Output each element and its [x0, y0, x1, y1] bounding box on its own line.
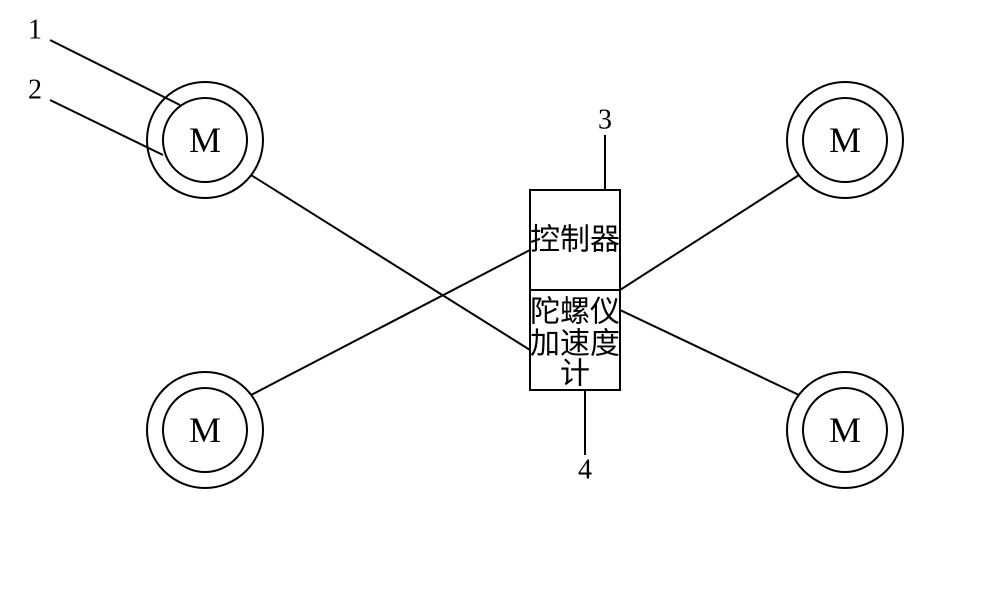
diagram-canvas: M M M M 控制器 陀螺仪 加速度 计 1 2 3 4 [0, 0, 1000, 594]
arm-line [620, 175, 799, 290]
leader-label: 4 [578, 455, 592, 486]
center-box: 控制器 陀螺仪 加速度 计 [530, 190, 620, 391]
motor-label: M [829, 410, 861, 450]
sensor-label-line3: 计 [560, 358, 590, 391]
arm-line [620, 310, 799, 395]
leader-line [50, 40, 180, 105]
arm-line [251, 175, 530, 350]
motor-label: M [189, 120, 221, 160]
motor-br: M [787, 372, 903, 488]
sensor-label-line2: 加速度 [530, 328, 620, 361]
leader-3: 3 [598, 105, 612, 191]
motor-label: M [829, 120, 861, 160]
leader-1: 1 [28, 15, 180, 106]
motor-label: M [189, 410, 221, 450]
leader-4: 4 [578, 390, 592, 486]
controller-label: 控制器 [530, 224, 620, 257]
leader-label: 1 [28, 15, 42, 46]
sensor-label-line1: 陀螺仪 [530, 296, 620, 329]
motor-tr: M [787, 82, 903, 198]
motor-bl: M [147, 372, 263, 488]
leader-label: 3 [598, 105, 612, 136]
motor-tl: M [147, 82, 263, 198]
arm-line [251, 250, 530, 395]
leader-line [50, 100, 163, 155]
leader-label: 2 [28, 75, 42, 106]
